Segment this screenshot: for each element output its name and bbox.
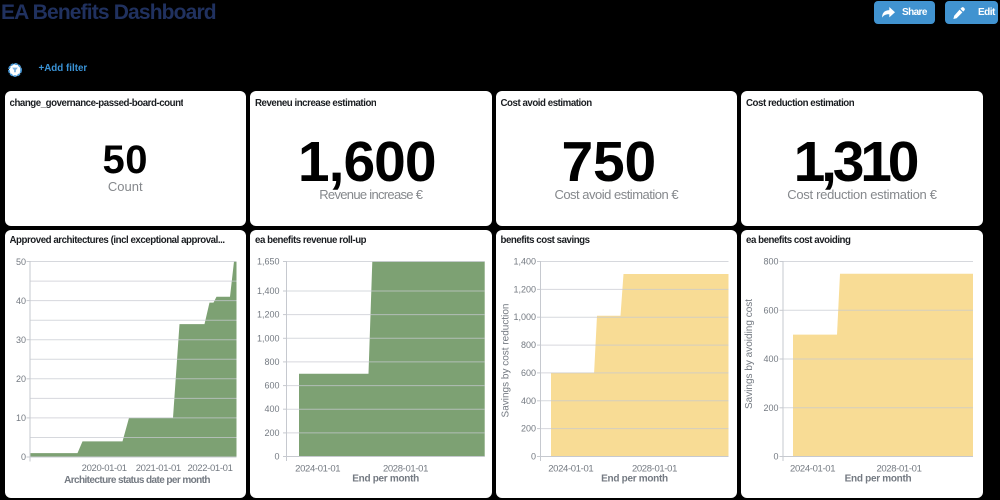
svg-text:2022-01-01: 2022-01-01 xyxy=(187,463,232,474)
svg-text:800: 800 xyxy=(763,256,778,266)
svg-text:800: 800 xyxy=(520,340,535,350)
svg-text:Architecture status date per m: Architecture status date per month xyxy=(64,475,210,486)
svg-text:2024-01-01: 2024-01-01 xyxy=(295,463,340,474)
svg-text:600: 600 xyxy=(763,305,778,315)
svg-text:2024-01-01: 2024-01-01 xyxy=(790,463,835,474)
svg-text:1,200: 1,200 xyxy=(513,284,536,294)
svg-text:40: 40 xyxy=(15,295,25,305)
svg-text:1,400: 1,400 xyxy=(513,256,536,266)
svg-text:Savings by avoiding cost: Savings by avoiding cost xyxy=(744,298,755,408)
svg-text:End per month: End per month xyxy=(601,473,668,484)
svg-text:400: 400 xyxy=(264,404,279,414)
svg-text:End per month: End per month xyxy=(845,473,912,484)
svg-text:0: 0 xyxy=(20,451,25,461)
svg-text:0: 0 xyxy=(530,451,535,461)
svg-text:30: 30 xyxy=(15,335,25,345)
svg-text:600: 600 xyxy=(520,367,535,377)
svg-text:1,400: 1,400 xyxy=(257,286,280,296)
svg-text:400: 400 xyxy=(763,354,778,364)
svg-text:2021-01-01: 2021-01-01 xyxy=(135,463,180,474)
svg-text:0: 0 xyxy=(773,451,778,461)
svg-text:End per month: End per month xyxy=(352,473,419,484)
svg-text:600: 600 xyxy=(264,380,279,390)
svg-text:800: 800 xyxy=(264,356,279,366)
svg-text:400: 400 xyxy=(520,395,535,405)
svg-text:2024-01-01: 2024-01-01 xyxy=(548,463,593,474)
svg-text:2028-01-01: 2028-01-01 xyxy=(631,463,676,474)
svg-text:10: 10 xyxy=(15,413,25,423)
svg-text:1,000: 1,000 xyxy=(257,333,280,343)
svg-text:200: 200 xyxy=(520,423,535,433)
svg-text:Savings by cost reduction: Savings by cost reduction xyxy=(500,303,511,417)
svg-text:2020-01-01: 2020-01-01 xyxy=(81,463,126,474)
svg-text:1,650: 1,650 xyxy=(257,256,280,266)
svg-text:200: 200 xyxy=(763,402,778,412)
svg-text:1,000: 1,000 xyxy=(513,312,536,322)
svg-text:200: 200 xyxy=(264,427,279,437)
svg-text:20: 20 xyxy=(15,374,25,384)
svg-text:2028-01-01: 2028-01-01 xyxy=(383,463,428,474)
svg-text:0: 0 xyxy=(274,451,279,461)
svg-text:1,200: 1,200 xyxy=(257,309,280,319)
svg-text:50: 50 xyxy=(15,256,25,266)
svg-text:2028-01-01: 2028-01-01 xyxy=(876,463,921,474)
